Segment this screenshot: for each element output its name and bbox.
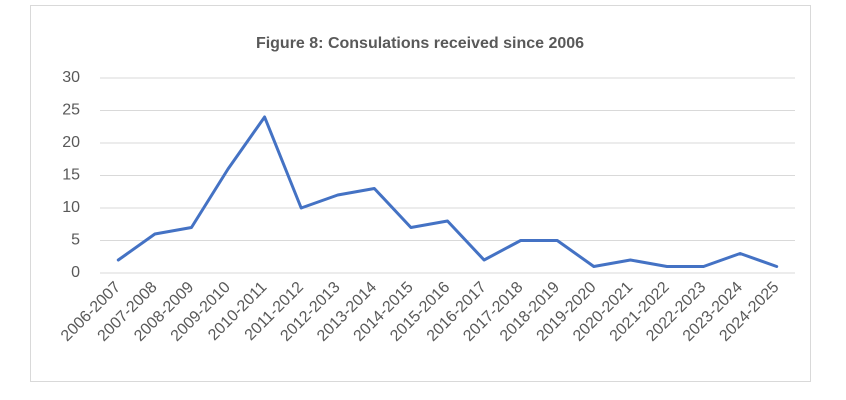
chart-title: Figure 8: Consulations received since 20… — [256, 35, 584, 52]
y-tick-label: 30 — [62, 69, 80, 86]
y-tick-label: 15 — [62, 167, 80, 184]
y-tick-label: 0 — [71, 264, 80, 281]
y-tick-label: 20 — [62, 134, 80, 151]
y-tick-label: 5 — [71, 232, 80, 249]
chart-border — [30, 5, 811, 382]
y-tick-label: 10 — [62, 199, 80, 216]
line — [116, 115, 779, 268]
y-tick-label: 25 — [62, 102, 80, 119]
